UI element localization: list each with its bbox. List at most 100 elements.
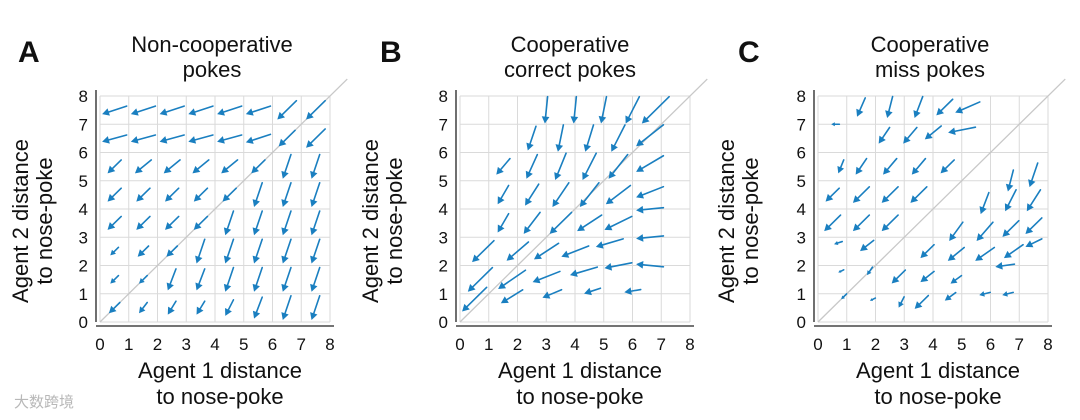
vector-field [102,99,326,320]
vector-arrow [223,210,235,236]
vector-arrow [107,215,123,230]
vector-field [462,95,670,312]
vector-arrow [1005,169,1015,192]
vector-arrow [136,187,151,202]
x-tick-label: 8 [685,335,694,354]
vector-arrow [163,159,181,174]
vector-arrow [310,266,321,292]
vector-arrow [498,269,527,290]
y-tick-label: 5 [439,172,448,191]
vector-arrow [188,134,214,144]
vector-arrow [561,245,590,258]
vector-arrow [252,296,264,319]
y-axis-label-line: to nose-poke [738,157,763,284]
vector-arrow [891,269,907,284]
vector-arrow [137,245,150,257]
vector-arrow [903,126,918,144]
vector-arrow [920,243,935,259]
vector-arrow [1003,243,1024,259]
vector-arrow [167,300,177,315]
y-tick-label: 8 [79,87,88,106]
vector-arrow [525,153,539,179]
y-axis-label-line: Agent 2 distance [358,139,383,303]
y-tick-label: 7 [439,115,448,134]
vector-arrow [584,287,602,296]
x-tick-label: 6 [268,335,277,354]
vector-arrow [139,301,149,314]
x-axis-label-line: Agent 1 distance [138,358,302,383]
vector-arrow [949,221,964,241]
vector-arrow [838,269,845,273]
vector-arrow [995,262,1016,270]
vector-arrow [245,133,272,144]
vector-arrow [936,98,954,116]
y-tick-label: 8 [797,87,806,106]
vector-arrow [955,101,981,114]
vector-arrow [306,128,326,148]
vector-arrow [881,214,899,232]
vector-arrow [496,157,511,175]
vector-arrow [979,291,992,297]
vector-arrow [110,246,120,256]
vector-arrow [976,221,994,241]
vector-arrow [165,187,180,202]
vector-arrow [867,266,874,276]
vector-arrow [636,205,665,214]
y-tick-label: 4 [797,200,806,219]
vector-arrow [920,270,935,283]
y-tick-label: 1 [79,285,88,304]
vector-arrow [193,215,209,230]
vector-arrow [306,99,326,120]
vector-arrow [1025,217,1043,235]
vector-arrow [898,296,905,308]
y-axis-label-line: Agent 2 distance [714,139,739,303]
vector-arrow [310,238,321,264]
vector-arrow [860,239,875,252]
vector-arrow [636,154,665,172]
vector-arrow [569,266,599,277]
vector-arrow [542,288,563,299]
y-tick-label: 2 [439,257,448,276]
vector-arrow [281,153,292,179]
vector-arrow [1002,219,1020,237]
y-tick-label: 5 [797,172,806,191]
vector-arrow [611,124,626,152]
vector-arrow [107,159,123,174]
vector-arrow [526,125,537,151]
vector-arrow [636,185,665,199]
vector-arrow [837,159,845,174]
vector-arrow [1026,188,1042,212]
vector-arrow [824,214,842,232]
x-tick-label: 7 [657,335,666,354]
x-tick-label: 6 [628,335,637,354]
panel-letter: C [738,36,760,69]
chart-title-line: Cooperative [511,32,630,57]
vector-arrow [1025,238,1043,248]
y-tick-label: 7 [79,115,88,134]
vector-arrow [277,99,298,120]
x-tick-label: 1 [842,335,851,354]
vector-arrow [193,187,209,202]
vector-arrow [166,245,179,257]
vector-arrow [225,299,235,316]
vector-arrow [217,134,243,144]
vector-arrow [947,246,965,261]
vector-arrow [604,262,633,271]
vector-arrow [914,294,930,309]
vector-arrow [165,215,180,230]
vector-arrow [940,159,956,174]
y-tick-label: 0 [79,313,88,332]
x-axis-label-line: to nose-poke [156,384,283,409]
vector-arrow [1002,291,1015,297]
y-tick-label: 6 [797,144,806,163]
vector-arrow [950,274,963,284]
vector-arrow [911,157,927,175]
vector-arrow [223,266,235,292]
vector-arrow [555,124,565,152]
vector-arrow [166,268,177,291]
vector-arrow [608,153,629,179]
vector-arrow [883,157,898,175]
y-tick-label: 0 [797,313,806,332]
